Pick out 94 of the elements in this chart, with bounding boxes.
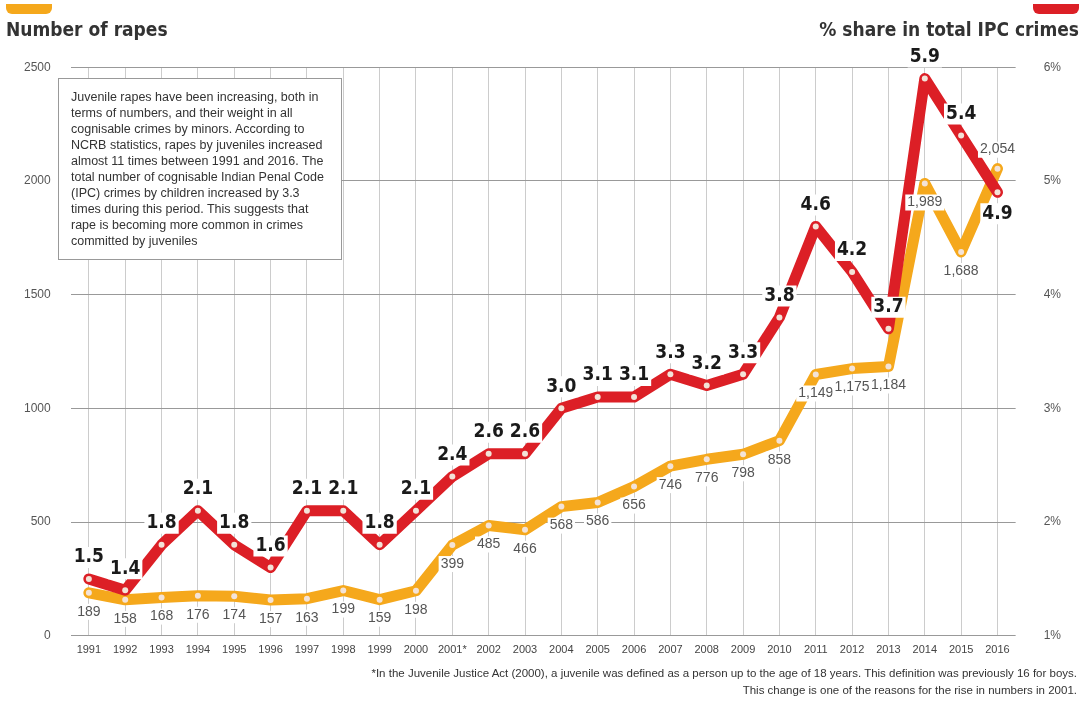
data-label: 1,175 [834,378,870,395]
data-label: 1,184 [870,376,907,393]
y-tick-label: 1500 [23,286,52,301]
x-tick-label: 2013 [876,643,901,656]
x-tick-label: 1992 [112,643,138,656]
data-label: 3.2 [691,351,722,374]
x-tick-label: 2009 [730,643,756,656]
data-label: 3.1 [582,362,613,385]
data-label: 199 [331,600,356,617]
x-tick-label: 1993 [149,643,174,656]
data-label: 2.6 [473,419,504,442]
x-tick-label: 2000 [403,643,429,656]
x-tick-label: 2005 [585,643,610,656]
x-tick-label: 2006 [621,643,647,656]
data-label: 1.8 [146,510,177,533]
data-label: 158 [113,609,138,626]
data-label: 1,688 [943,261,979,278]
x-tick-label: 2011 [803,643,828,656]
data-label: 1.8 [364,510,395,533]
y2-tick-label: 5% [1043,173,1062,188]
data-label: 466 [513,539,537,556]
data-label: 568 [549,516,574,533]
text: *In the Juvenile Justice Act (2000), a juvenile was defined as a person up to the age of 18 years. This definition was previously 16 for boys. This change is one of the reasons for the rise in numbers in 2001. [370,666,1077,698]
data-label: 3.3 [727,339,759,362]
y-tick-label: 2000 [23,173,52,188]
data-label: 858 [767,450,792,467]
data-label: 798 [731,464,755,481]
y2-tick-label: 6% [1043,59,1062,74]
data-label: 776 [695,469,719,486]
data-label: 189 [77,602,101,619]
y-tick-label: 0 [44,628,52,643]
x-tick-label: 1994 [185,643,211,656]
x-tick-label: 2015 [948,643,974,656]
data-label: 174 [222,606,247,623]
data-label: 656 [622,496,646,513]
data-label: 168 [149,607,174,624]
x-tick-label: 2014 [912,643,938,656]
data-label: 2.4 [437,442,468,465]
y2-axis-title: % share in total IPC crimes [819,18,1079,40]
y-tick-label: 500 [30,514,52,529]
x-tick-label: 2007 [658,643,683,656]
data-label: 3.1 [618,362,650,385]
y2-tick-label: 4% [1043,286,1062,301]
x-tick-label: 2001* [437,643,468,656]
x-tick-label: 1991 [76,643,102,656]
data-label: 746 [658,475,683,492]
data-label: 399 [440,554,465,571]
data-label: 4.9 [982,200,1013,223]
y2-tick-label: 3% [1043,400,1062,415]
data-label: 2.1 [291,476,323,499]
data-label: 163 [295,608,319,625]
data-label: 485 [476,535,501,552]
data-label: 2.1 [328,476,359,499]
data-label: 4.6 [800,191,831,214]
y-tick-label: 1000 [23,400,52,415]
x-tick-label: 2004 [549,643,574,656]
data-label: 2.1 [182,476,214,499]
x-tick-label: 1998 [331,643,356,656]
data-label: 3.3 [655,339,686,362]
data-label: 2.6 [509,419,541,442]
data-label: 1.4 [110,555,141,578]
y-axis-title: Number of rapes [6,18,168,40]
x-tick-label: 2010 [767,643,792,656]
data-label: 176 [186,605,210,622]
x-tick-label: 1997 [294,643,320,656]
data-label: 1,989 [907,193,943,210]
data-label: 2,054 [979,140,1016,157]
y-tick-label: 2500 [23,59,52,74]
data-label: 2.1 [400,476,432,499]
data-label: 198 [404,600,428,617]
data-label: 1.8 [219,510,250,533]
data-label: 159 [367,609,392,626]
data-label: 157 [258,609,283,626]
data-label: 3.7 [873,294,904,317]
data-label: 586 [586,512,610,529]
data-label: 1.6 [255,533,286,556]
x-tick-label: 2008 [694,643,719,656]
data-label: 3.8 [764,282,795,305]
y2-tick-label: 2% [1043,514,1062,529]
data-label: 5.9 [909,44,940,67]
x-tick-label: 1996 [258,643,283,656]
data-label: 5.4 [946,100,977,123]
x-tick-label: 2012 [839,643,865,656]
data-label: 1.5 [73,544,105,567]
data-label: 3.0 [546,373,577,396]
data-label: 1,149 [798,384,834,401]
x-tick-label: 2002 [476,643,501,656]
y2-tick-label: 1% [1043,628,1062,643]
text: Juvenile rapes have been increasing, both in terms of numbers, and their weight in all cognisable crimes by minors. According to NCRB statistics, rapes by juveniles increased almost 11 times between 1991 and 2016. The total number of cognisable Indian Penal Code (IPC) crimes by children increased by 3.3 times during this period. This suggests that rape is becoming more common in crimes committed by juveniles [71,90,324,248]
x-tick-label: 1995 [222,643,247,656]
x-tick-label: 2016 [985,643,1010,656]
x-tick-label: 2003 [512,643,538,656]
x-tick-label: 1999 [367,643,392,656]
data-label: 4.2 [836,237,868,260]
